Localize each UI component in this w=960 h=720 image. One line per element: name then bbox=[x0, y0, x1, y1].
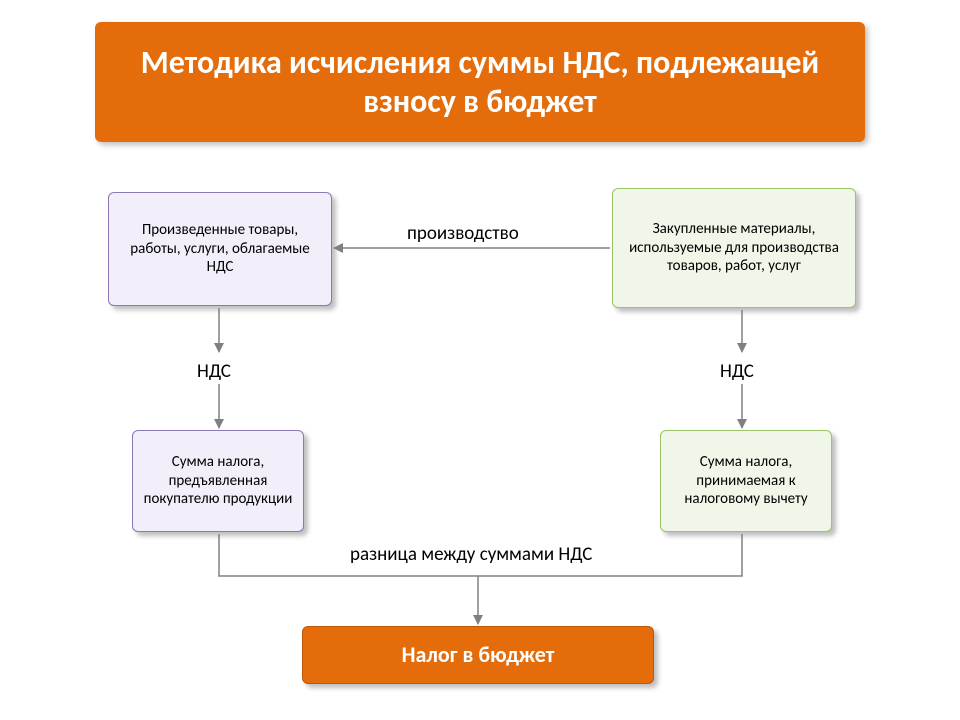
diagram-canvas: { "type": "flowchart", "canvas": { "widt… bbox=[0, 0, 960, 720]
node-tax-deductible: Сумма налога, принимаемая к налоговому в… bbox=[660, 430, 832, 532]
node-produced-goods: Произведенные товары, работы, услуги, об… bbox=[108, 192, 332, 306]
label-production: производство bbox=[407, 222, 519, 245]
node-purchased-materials: Закупленные материалы, используемые для … bbox=[612, 188, 856, 308]
label-vat-left: НДС bbox=[197, 360, 231, 383]
slide-title: Методика исчисления суммы НДС, подлежаще… bbox=[95, 22, 865, 142]
node-tax-presented: Сумма налога, предъявленная покупателю п… bbox=[132, 430, 304, 532]
node-tax-to-budget: Налог в бюджет bbox=[302, 626, 654, 684]
label-vat-right: НДС bbox=[720, 360, 754, 383]
label-difference: разница между суммами НДС bbox=[350, 543, 592, 566]
